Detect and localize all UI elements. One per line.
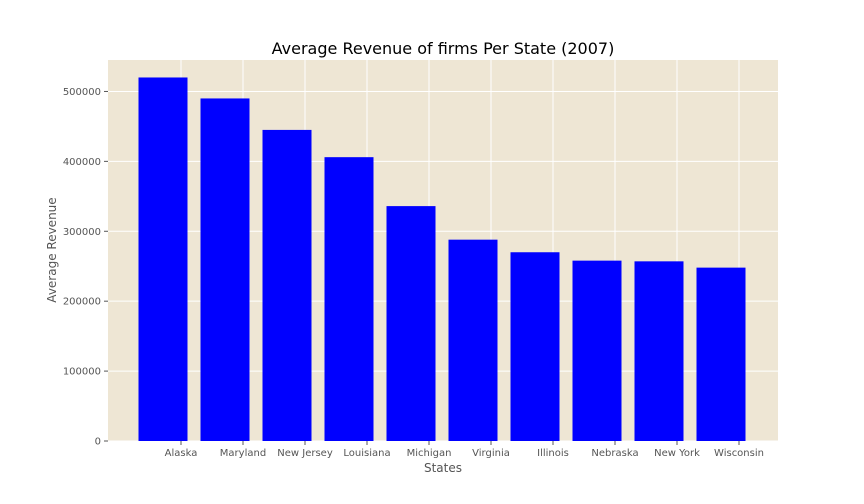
x-tick-label: Virginia: [472, 448, 510, 459]
bar-alaska: [138, 77, 188, 442]
x-tick-label: Alaska: [165, 448, 198, 459]
y-tick-label: 100000: [63, 367, 101, 378]
x-tick-label: Louisiana: [343, 448, 390, 459]
x-tick-label: Wisconsin: [714, 448, 764, 459]
bar-nebraska: [572, 260, 622, 441]
y-tick-label: 200000: [63, 297, 101, 308]
x-tick-label: New Jersey: [277, 448, 333, 459]
y-tick-label: 0: [95, 437, 101, 448]
bar-wisconsin: [696, 267, 746, 441]
x-tick-label: Illinois: [537, 448, 569, 459]
x-axis-label: States: [424, 461, 462, 475]
x-tick-label: Nebraska: [591, 448, 638, 459]
x-tick-label: Maryland: [220, 448, 266, 459]
chart-title: Average Revenue of firms Per State (2007…: [272, 39, 615, 58]
bar-illinois: [510, 252, 560, 441]
bar-new-york: [634, 261, 684, 441]
bar-michigan: [386, 206, 436, 441]
bar-virginia: [448, 239, 498, 441]
y-tick-label: 500000: [63, 87, 101, 98]
y-tick-label: 400000: [63, 157, 101, 168]
y-axis-ticks: 0 100000 200000 300000 400000 500000: [63, 87, 108, 448]
y-tick-label: 300000: [63, 227, 101, 238]
y-axis-label: Average Revenue: [45, 197, 59, 302]
x-axis-ticks: Alaska Maryland New Jersey Louisiana Michiga…: [165, 441, 764, 459]
bar-maryland: [200, 98, 250, 442]
x-tick-label: New York: [654, 448, 700, 459]
bars: [138, 77, 746, 442]
bar-louisiana: [324, 157, 374, 441]
bar-new-jersey: [262, 129, 312, 441]
x-tick-label: Michigan: [407, 448, 452, 459]
